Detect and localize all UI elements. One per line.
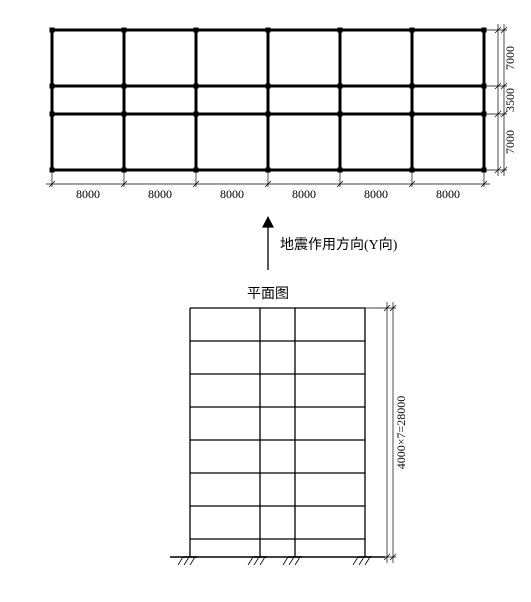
elevation-view: 4000×7=28000 xyxy=(170,302,408,565)
plan-dim-col: 8000 xyxy=(148,187,172,201)
plan-dim-row: 7000 xyxy=(503,46,517,70)
plan-dim-col: 8000 xyxy=(220,187,244,201)
plan-dim-col: 8000 xyxy=(292,187,316,201)
arrow-label: 地震作用方向(Y向) xyxy=(280,237,398,253)
plan-dim-col: 8000 xyxy=(76,187,100,201)
elevation-title: 平面图 xyxy=(247,287,289,302)
elevation-dim-label: 4000×7=28000 xyxy=(394,396,408,470)
plan-dim-col: 8000 xyxy=(364,187,388,201)
plan-view: 8000 8000 8000 8000 8000 8000 7000 3500 7000 xyxy=(46,24,517,201)
figure-root: 8000 8000 8000 8000 8000 8000 7000 3500 7000 地震作用… xyxy=(10,10,531,592)
plan-dim-row: 3500 xyxy=(503,88,517,112)
earthquake-arrow: 地震作用方向(Y向) xyxy=(262,216,398,270)
plan-dim-col: 8000 xyxy=(436,187,460,201)
plan-dim-row: 7000 xyxy=(503,130,517,154)
